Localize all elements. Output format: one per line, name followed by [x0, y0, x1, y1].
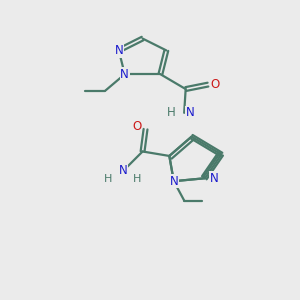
Text: H: H: [132, 174, 141, 184]
Text: H: H: [104, 174, 112, 184]
Text: N: N: [209, 172, 218, 185]
Text: O: O: [211, 78, 220, 91]
Text: N: N: [120, 68, 129, 81]
Text: N: N: [169, 175, 178, 188]
Text: H: H: [167, 106, 176, 119]
Text: N: N: [119, 164, 128, 177]
Text: N: N: [186, 106, 194, 119]
Text: O: O: [133, 120, 142, 133]
Text: N: N: [114, 44, 123, 57]
